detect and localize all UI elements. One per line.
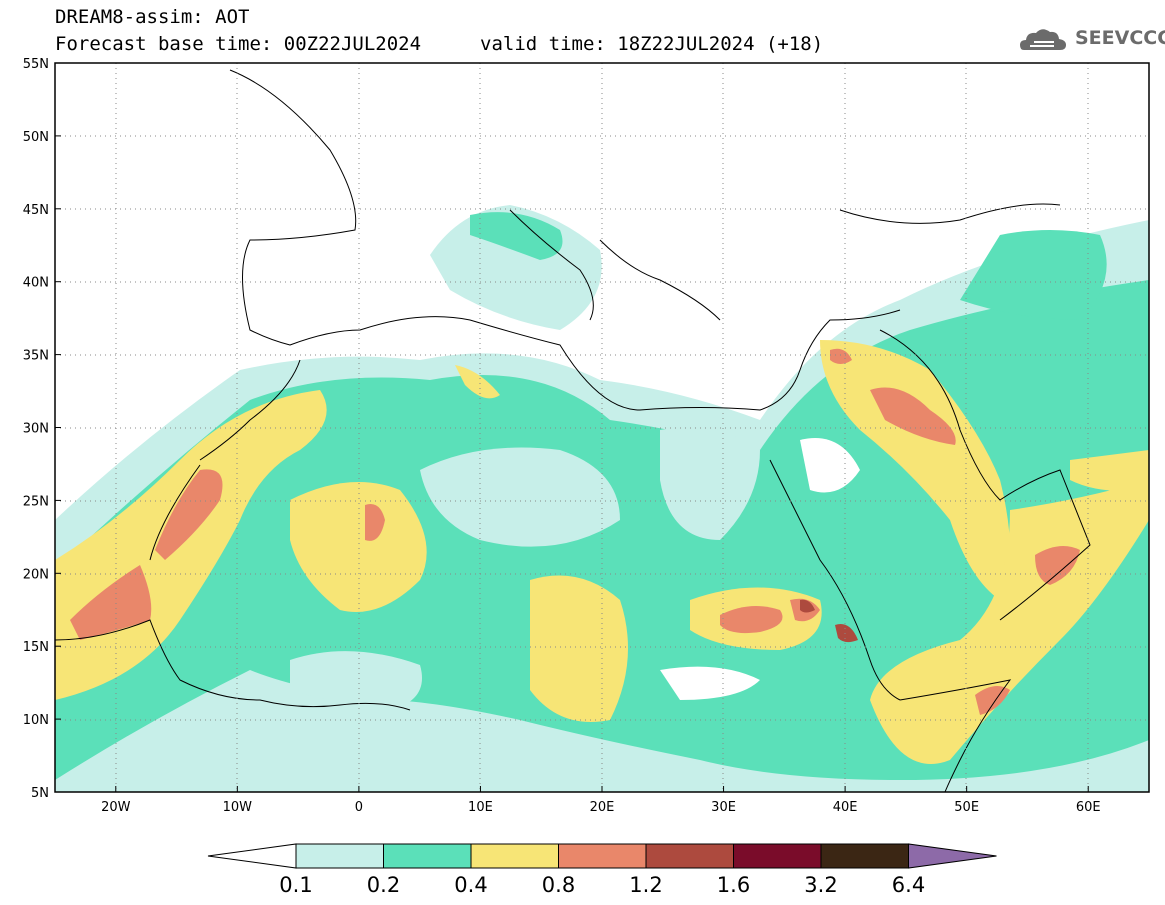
lon-label: 40E <box>833 800 858 815</box>
colorbar-swatch <box>558 843 647 869</box>
aot-fields <box>55 205 1149 792</box>
coastlines <box>55 69 1091 792</box>
lon-label: 50E <box>954 800 979 815</box>
colorbar-swatch <box>733 843 822 869</box>
colorbar-arrow-low <box>207 843 297 869</box>
lon-label: 20W <box>101 800 131 815</box>
lat-label: 55N <box>23 57 49 72</box>
lat-label: 10N <box>23 713 49 728</box>
lon-label: 0 <box>355 800 363 815</box>
lat-label: 30N <box>23 422 49 437</box>
longitude-axis: 20W 10W 0 10E 20E 30E 40E 50E 60E <box>101 786 1101 815</box>
logo-text: SEEVCCC <box>1075 27 1165 49</box>
lat-label: 35N <box>23 349 49 364</box>
lat-label: 40N <box>23 276 49 291</box>
colorbar-label: 0.4 <box>454 873 487 897</box>
valid-time: valid time: 18Z22JUL2024 (+18) <box>480 33 824 55</box>
colorbar-swatch <box>645 843 734 869</box>
lat-label: 20N <box>23 567 49 582</box>
lon-label: 10E <box>468 800 493 815</box>
cloud-icon <box>1020 29 1066 50</box>
lon-label: 30E <box>711 800 736 815</box>
lat-label: 25N <box>23 494 49 509</box>
lat-label: 45N <box>23 203 49 218</box>
lon-label: 10W <box>223 800 253 815</box>
colorbar-label: 1.6 <box>717 873 750 897</box>
lat-label: 50N <box>23 130 49 145</box>
colorbar-label: 0.8 <box>542 873 575 897</box>
latitude-axis: 55N 50N 45N 40N 35N 30N 25N 20N 15N 10N 5N <box>23 57 61 801</box>
colorbar-label: 0.1 <box>279 873 312 897</box>
aot-contour-1.2 <box>800 599 815 613</box>
colorbar-swatch <box>383 843 472 869</box>
lat-label: 5N <box>31 786 49 801</box>
colorbar-label: 1.2 <box>629 873 662 897</box>
colorbar: 0.1 0.2 0.4 0.8 1.2 1.6 3.2 6.4 <box>207 843 997 897</box>
map-title: DREAM8-assim: AOT <box>55 6 250 28</box>
colorbar-label: 6.4 <box>892 873 925 897</box>
colorbar-swatch <box>470 843 559 869</box>
aot-contour-0.8 <box>70 565 152 640</box>
lon-label: 60E <box>1076 800 1101 815</box>
colorbar-label: 0.2 <box>367 873 400 897</box>
colorbar-label: 3.2 <box>804 873 837 897</box>
lon-label: 20E <box>590 800 615 815</box>
colorbar-swatch <box>295 843 384 869</box>
forecast-base-time: Forecast base time: 00Z22JUL2024 <box>55 33 422 55</box>
colorbar-arrow-high <box>908 843 997 869</box>
lat-label: 15N <box>23 640 49 655</box>
colorbar-swatch <box>820 843 909 869</box>
